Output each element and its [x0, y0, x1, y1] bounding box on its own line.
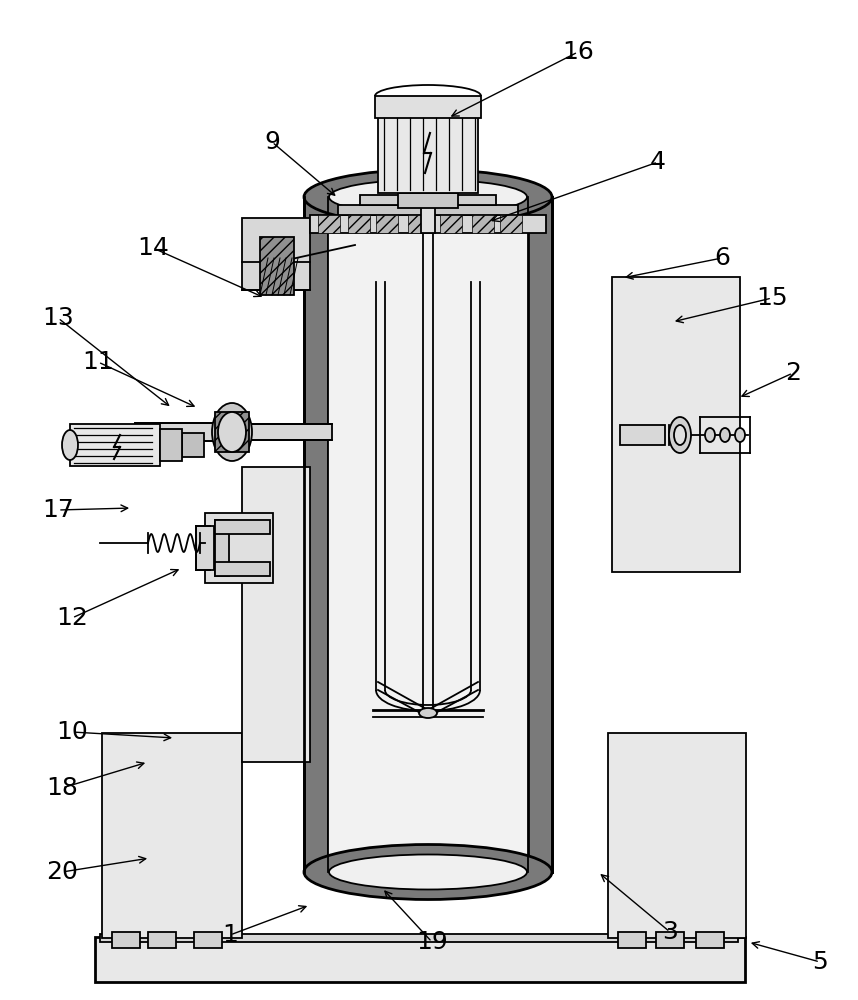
Text: 15: 15: [756, 286, 788, 310]
Text: 2: 2: [785, 361, 801, 385]
Bar: [696, 932, 724, 948]
Ellipse shape: [705, 428, 715, 442]
Bar: [620, 425, 665, 445]
Bar: [304, 197, 328, 872]
Text: 17: 17: [42, 498, 74, 522]
Bar: [242, 467, 310, 762]
Ellipse shape: [674, 425, 686, 445]
Text: 16: 16: [562, 40, 594, 64]
Text: 6: 6: [714, 246, 730, 270]
Bar: [656, 932, 684, 948]
Bar: [196, 526, 214, 570]
Bar: [472, 215, 494, 233]
Bar: [95, 937, 745, 982]
Bar: [102, 733, 242, 938]
Bar: [398, 193, 458, 208]
Bar: [376, 215, 398, 233]
Ellipse shape: [304, 844, 552, 900]
Bar: [135, 423, 215, 441]
Bar: [215, 562, 270, 576]
Bar: [100, 934, 738, 942]
Bar: [440, 215, 462, 233]
Ellipse shape: [304, 169, 552, 225]
Bar: [618, 932, 646, 948]
Bar: [310, 215, 546, 233]
Bar: [215, 412, 249, 452]
Text: 12: 12: [56, 606, 88, 630]
Text: 5: 5: [813, 950, 828, 974]
Bar: [328, 197, 528, 872]
Ellipse shape: [419, 708, 437, 718]
Text: 3: 3: [662, 920, 678, 944]
Bar: [328, 197, 528, 872]
Bar: [348, 215, 370, 233]
Ellipse shape: [669, 417, 691, 453]
Bar: [112, 932, 140, 948]
Bar: [408, 215, 430, 233]
Bar: [242, 424, 332, 440]
Bar: [378, 113, 478, 193]
Bar: [528, 197, 552, 872]
Bar: [70, 424, 160, 466]
Text: 1: 1: [222, 923, 238, 947]
Bar: [215, 520, 229, 576]
Bar: [215, 520, 270, 534]
Bar: [242, 218, 310, 290]
Text: 11: 11: [82, 350, 114, 374]
Text: 18: 18: [46, 776, 78, 800]
Text: 10: 10: [56, 720, 88, 744]
Bar: [194, 932, 222, 948]
Bar: [182, 433, 204, 457]
Bar: [260, 237, 294, 295]
Ellipse shape: [735, 428, 745, 442]
Bar: [360, 195, 496, 205]
Bar: [205, 513, 273, 583]
Bar: [375, 96, 481, 118]
Ellipse shape: [329, 854, 527, 890]
Bar: [500, 215, 522, 233]
Ellipse shape: [212, 403, 252, 461]
Bar: [421, 205, 435, 233]
Bar: [612, 277, 740, 572]
Bar: [160, 429, 182, 461]
Ellipse shape: [329, 180, 527, 215]
Text: 4: 4: [650, 150, 666, 174]
Text: 14: 14: [137, 236, 169, 260]
Bar: [318, 215, 340, 233]
Ellipse shape: [720, 428, 730, 442]
Text: 9: 9: [264, 130, 280, 154]
Ellipse shape: [218, 412, 246, 452]
Bar: [148, 932, 176, 948]
Bar: [338, 205, 518, 215]
Ellipse shape: [62, 430, 78, 460]
Text: 20: 20: [46, 860, 78, 884]
Text: 13: 13: [42, 306, 74, 330]
Bar: [608, 733, 746, 938]
Text: 19: 19: [416, 930, 448, 954]
